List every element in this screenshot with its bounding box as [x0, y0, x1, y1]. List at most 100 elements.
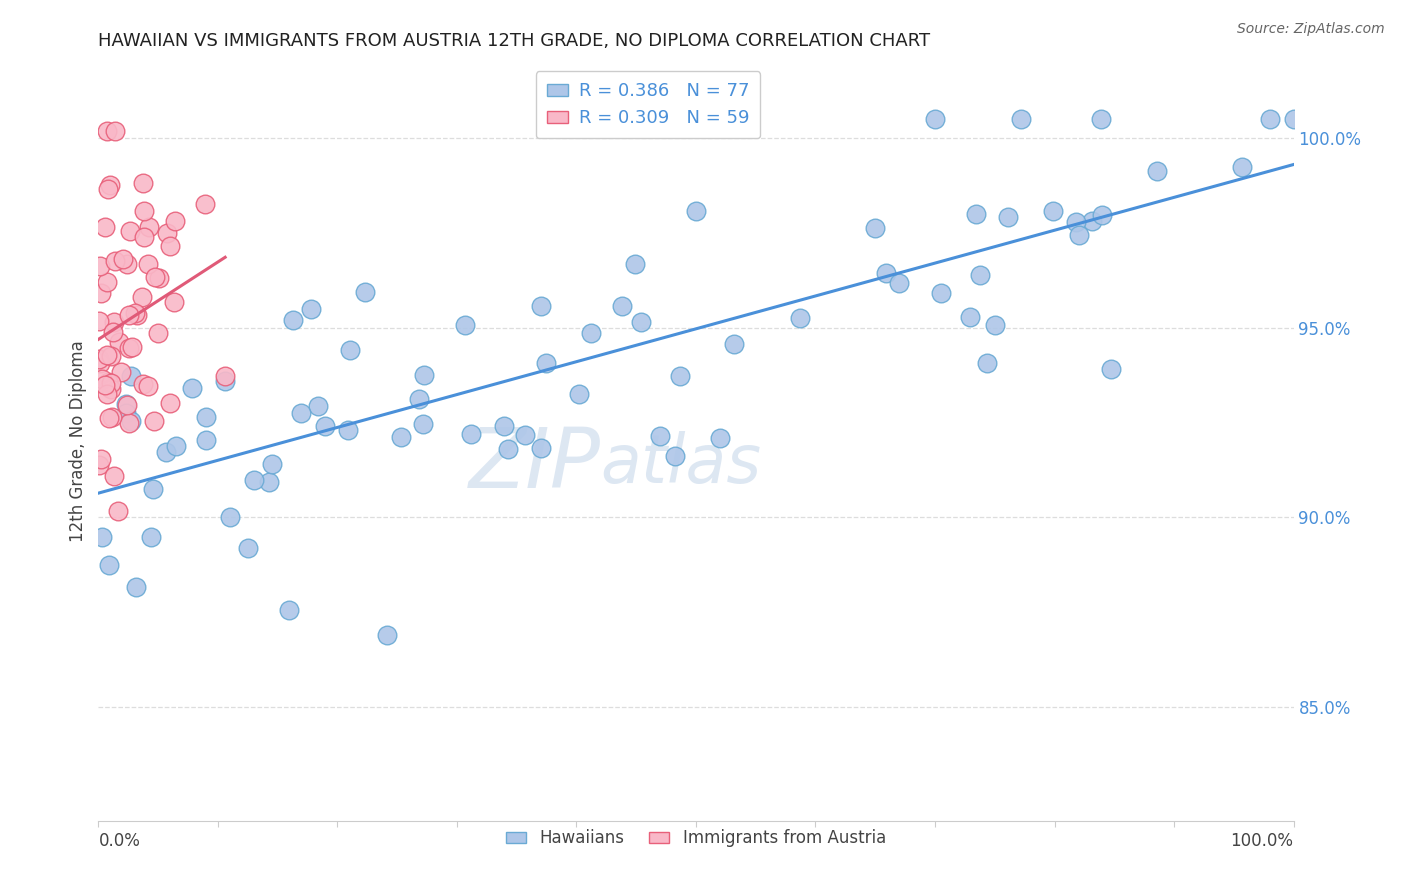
Point [630, 315, 652, 329]
Point [299, 302, 322, 317]
Point [136, 257, 159, 271]
Legend: Hawaiians, Immigrants from Austria: Hawaiians, Immigrants from Austria [499, 822, 893, 854]
Point [412, 417, 434, 431]
Point [90, 452, 112, 467]
Point [87, 314, 110, 328]
Point [90, 286, 112, 301]
Point [1099, 362, 1122, 376]
Point [513, 428, 536, 442]
Text: 0.0%: 0.0% [98, 832, 141, 850]
Point [389, 430, 412, 444]
Point [163, 214, 186, 228]
Point [875, 266, 897, 280]
Point [97, 375, 120, 389]
Point [1081, 214, 1104, 228]
Point [283, 312, 305, 326]
Point [100, 409, 122, 424]
Point [118, 224, 141, 238]
Point [97, 558, 120, 573]
Point [115, 257, 138, 271]
Point [610, 299, 633, 313]
Point [104, 254, 127, 268]
Point [1146, 164, 1168, 178]
Point [96, 276, 118, 290]
Point [132, 203, 155, 218]
Point [257, 475, 280, 489]
Point [136, 378, 159, 392]
Point [94, 378, 117, 392]
Point [100, 350, 122, 364]
Point [104, 123, 127, 137]
Point [132, 176, 155, 190]
Point [146, 326, 169, 341]
Text: HAWAIIAN VS IMMIGRANTS FROM AUSTRIA 12TH GRADE, NO DIPLOMA CORRELATION CHART: HAWAIIAN VS IMMIGRANTS FROM AUSTRIA 12TH… [98, 32, 931, 50]
Point [789, 310, 811, 325]
Text: 100.0%: 100.0% [1230, 832, 1294, 850]
Point [132, 377, 155, 392]
Point [664, 449, 686, 463]
Point [965, 207, 987, 221]
Point [214, 374, 236, 388]
Point [1042, 204, 1064, 219]
Point [96, 348, 118, 362]
Point [290, 406, 312, 420]
Point [567, 387, 589, 401]
Point [1282, 112, 1305, 127]
Point [530, 441, 553, 455]
Point [142, 482, 165, 496]
Point [262, 457, 284, 471]
Point [118, 416, 141, 430]
Point [98, 178, 121, 192]
Point [120, 414, 142, 428]
Point [648, 428, 672, 442]
Point [624, 257, 647, 271]
Point [723, 337, 745, 351]
Point [103, 315, 125, 329]
Point [1067, 227, 1090, 242]
Point [194, 409, 217, 424]
Point [127, 309, 149, 323]
Point [277, 603, 299, 617]
Point [413, 368, 436, 383]
Point [107, 504, 129, 518]
Point [336, 423, 359, 437]
Point [117, 341, 139, 355]
Text: ZIP: ZIP [468, 424, 600, 505]
Point [101, 325, 124, 339]
Point [87, 352, 110, 367]
Point [1090, 112, 1112, 127]
Point [148, 270, 170, 285]
Point [924, 112, 946, 127]
Point [887, 277, 910, 291]
Point [354, 285, 377, 299]
Point [115, 398, 138, 412]
Point [96, 387, 118, 401]
Point [156, 226, 179, 240]
Point [685, 203, 707, 218]
Point [98, 411, 121, 425]
Point [236, 541, 259, 555]
Point [307, 399, 329, 413]
Point [100, 382, 122, 396]
Point [108, 335, 131, 350]
Point [111, 252, 134, 266]
Point [165, 439, 187, 453]
Y-axis label: 12th Grade, No Diploma: 12th Grade, No Diploma [69, 341, 87, 542]
Point [1258, 112, 1281, 127]
Text: atlas: atlas [600, 432, 762, 497]
Point [1091, 208, 1114, 222]
Point [984, 318, 1007, 332]
Point [375, 627, 398, 641]
Point [709, 431, 731, 445]
Point [969, 268, 991, 283]
Text: Source: ZipAtlas.com: Source: ZipAtlas.com [1237, 22, 1385, 37]
Point [155, 445, 177, 459]
Point [194, 196, 217, 211]
Point [121, 340, 143, 354]
Point [498, 442, 520, 456]
Point [110, 365, 132, 379]
Point [138, 220, 160, 235]
Point [89, 259, 111, 273]
Point [460, 426, 482, 441]
Point [115, 397, 138, 411]
